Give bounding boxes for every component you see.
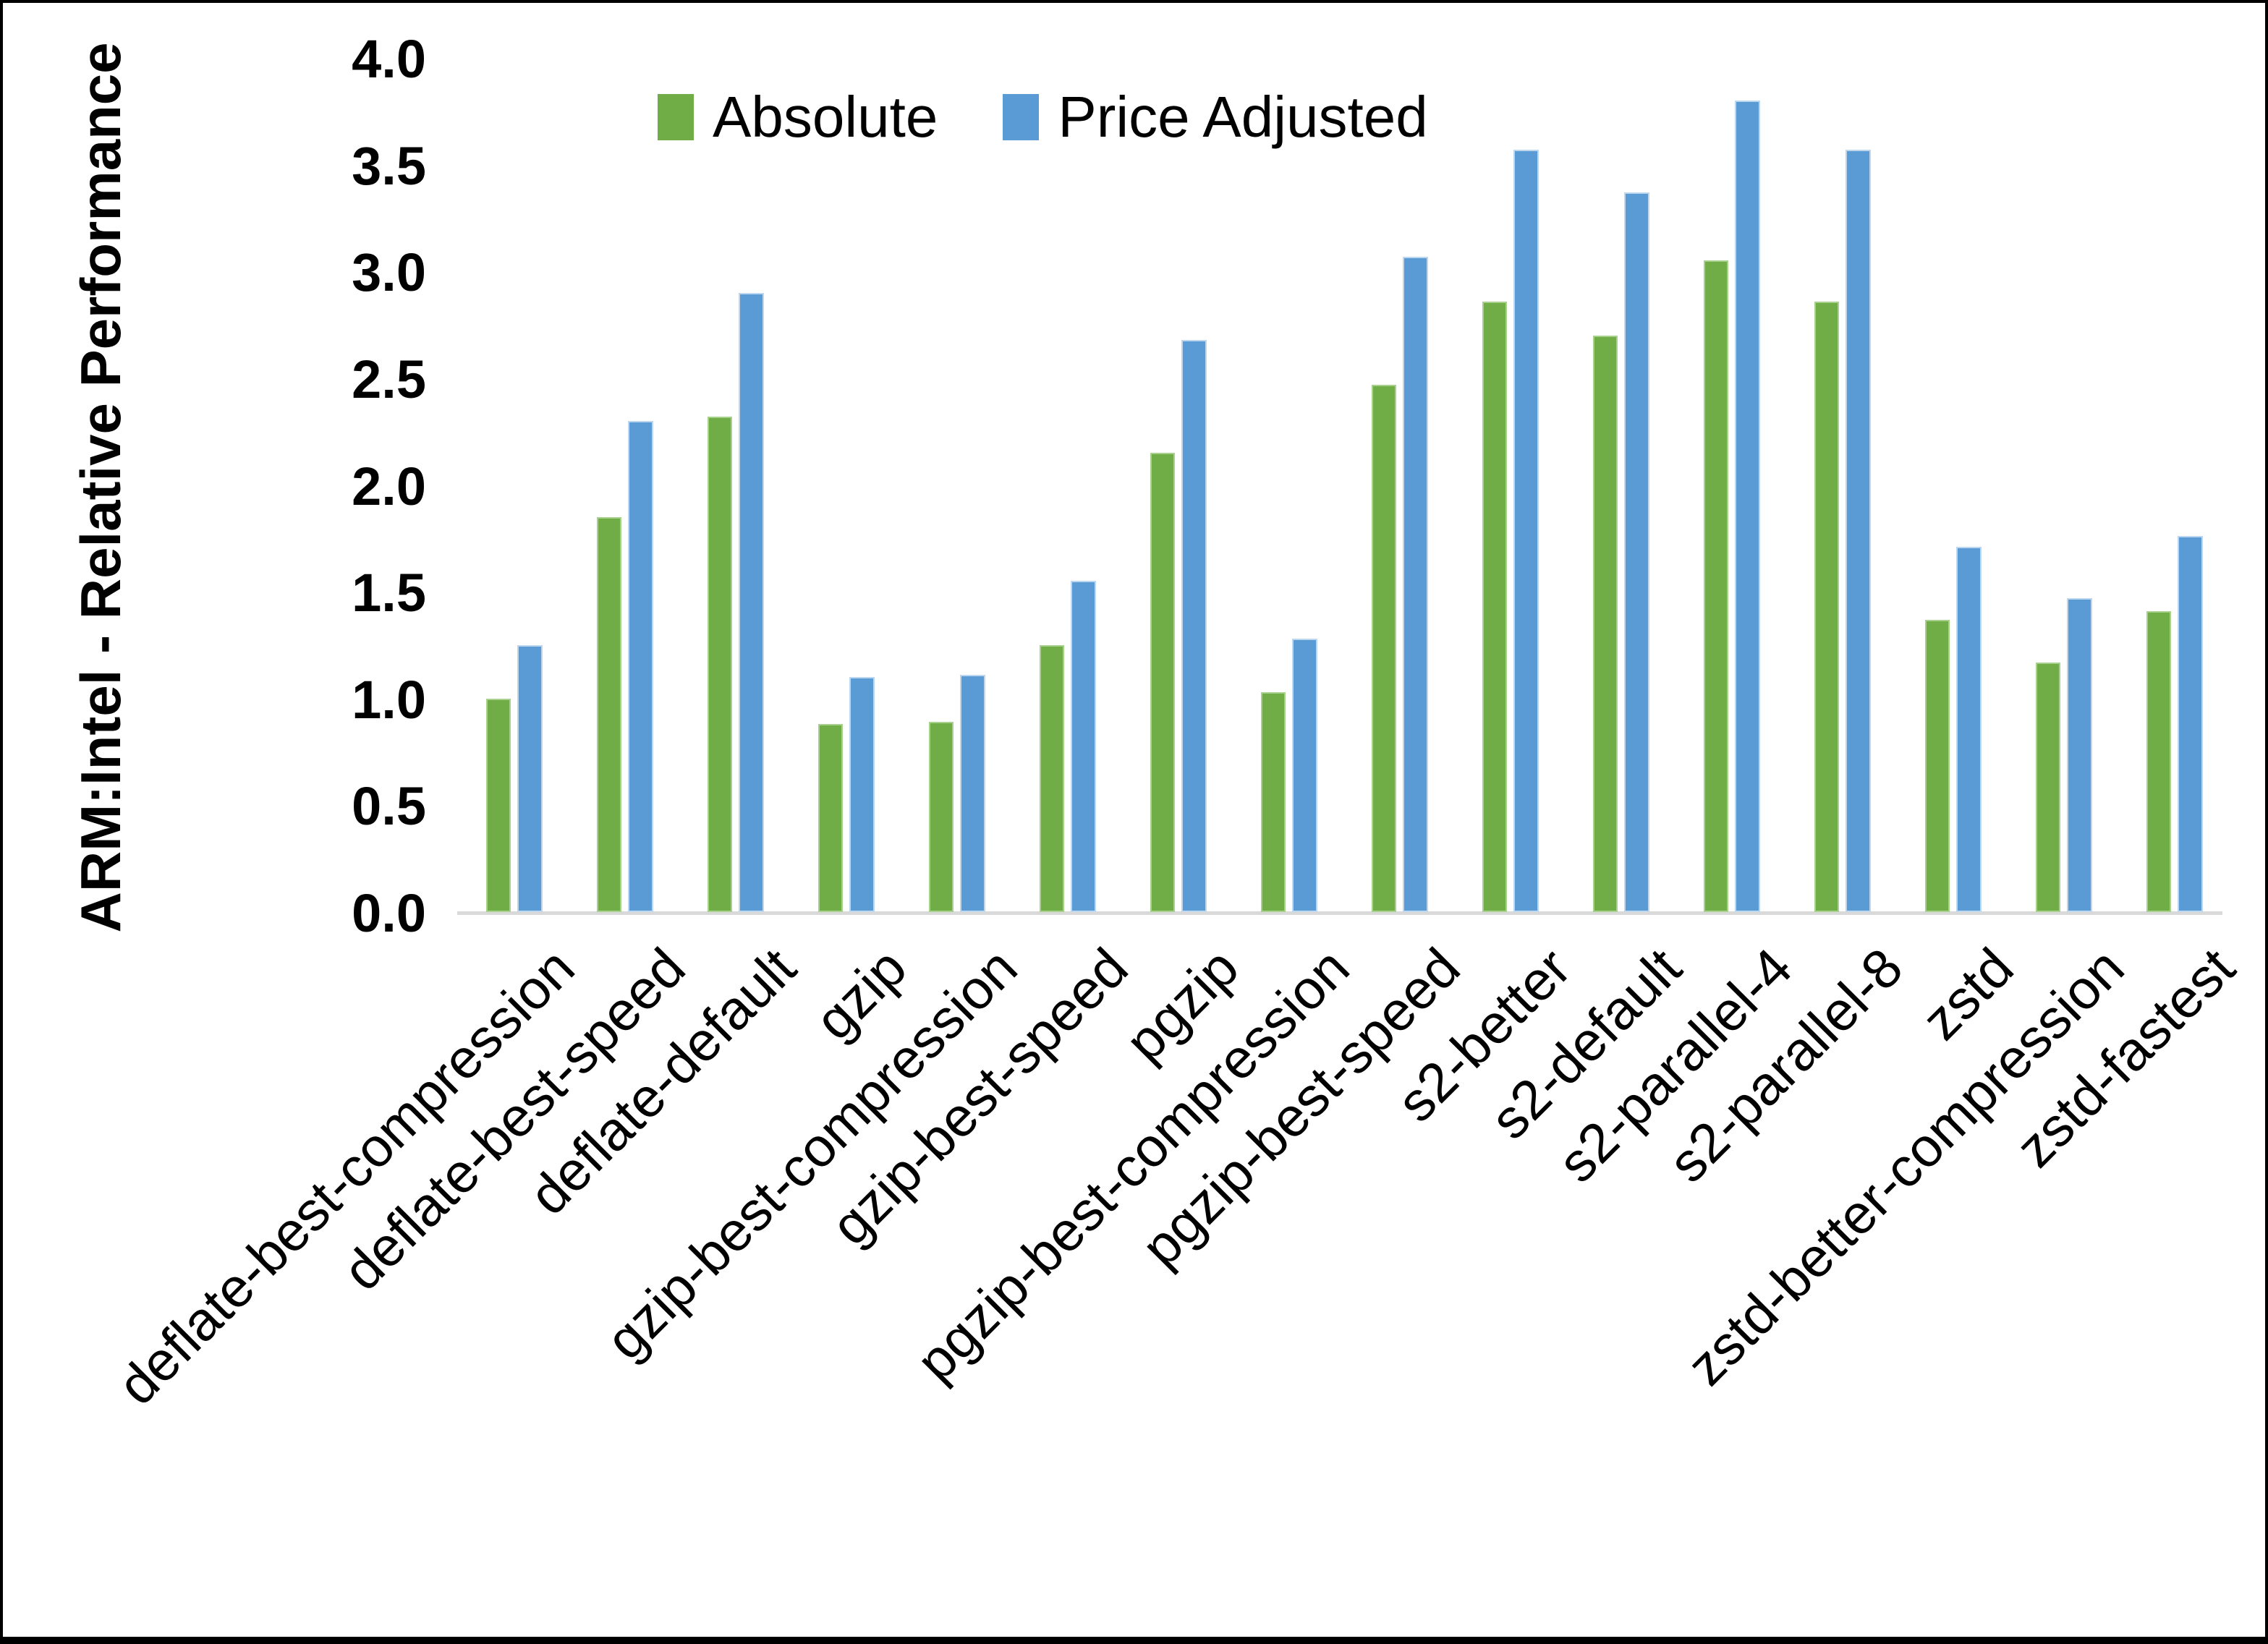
bar-price-adjusted-gzip bbox=[849, 677, 875, 912]
bar-price-adjusted-zstd bbox=[1956, 547, 1982, 912]
y-tick-label: 1.0 bbox=[352, 669, 426, 730]
y-tick-label: 4.0 bbox=[352, 29, 426, 89]
bar-price-adjusted-s2-default bbox=[1624, 192, 1649, 912]
y-axis-title: ARM:Intel - Relative Performance bbox=[69, 42, 132, 933]
legend-swatch-absolute bbox=[658, 94, 694, 140]
bar-price-adjusted-gzip-best-compression bbox=[960, 675, 985, 912]
bar-price-adjusted-deflate-default bbox=[739, 293, 764, 912]
legend-label-absolute: Absolute bbox=[713, 85, 938, 149]
bar-absolute-pgzip bbox=[1150, 453, 1175, 912]
bar-price-adjusted-pgzip-best-speed bbox=[1403, 257, 1428, 912]
y-tick-label: 3.0 bbox=[352, 242, 426, 303]
bar-absolute-s2-default bbox=[1593, 336, 1618, 912]
bar-absolute-gzip bbox=[818, 724, 843, 912]
bar-absolute-gzip-best-speed bbox=[1040, 645, 1064, 912]
bar-price-adjusted-s2-parallel-8 bbox=[1846, 150, 1871, 912]
bar-absolute-zstd bbox=[1925, 620, 1950, 912]
y-tick-label: 0.0 bbox=[352, 883, 426, 943]
y-tick-label: 1.5 bbox=[352, 563, 426, 623]
y-tick-label: 2.0 bbox=[352, 456, 426, 516]
legend-item-absolute: Absolute bbox=[658, 82, 938, 152]
bar-absolute-deflate-default bbox=[708, 417, 732, 912]
x-axis-line bbox=[457, 911, 2222, 915]
bar-absolute-zstd-better-compression bbox=[2036, 663, 2060, 912]
bar-price-adjusted-gzip-best-speed bbox=[1071, 581, 1096, 912]
bar-price-adjusted-zstd-fastest bbox=[2178, 536, 2203, 912]
bar-absolute-deflate-best-compression bbox=[486, 699, 511, 912]
bar-price-adjusted-s2-parallel-4 bbox=[1735, 101, 1760, 912]
y-tick-label: 0.5 bbox=[352, 776, 426, 837]
bar-price-adjusted-pgzip-best-compression bbox=[1292, 639, 1317, 912]
bar-absolute-gzip-best-compression bbox=[929, 722, 954, 912]
legend: Absolute Price Adjusted bbox=[658, 82, 1428, 152]
bar-price-adjusted-s2-better bbox=[1513, 150, 1539, 912]
bar-absolute-s2-parallel-4 bbox=[1704, 260, 1728, 912]
bar-price-adjusted-deflate-best-speed bbox=[628, 421, 653, 912]
y-tick-label: 3.5 bbox=[352, 135, 426, 196]
bar-absolute-pgzip-best-compression bbox=[1261, 692, 1286, 912]
legend-swatch-price-adjusted bbox=[1003, 94, 1040, 140]
legend-item-price-adjusted: Price Adjusted bbox=[1003, 82, 1428, 152]
legend-label-price-adjusted: Price Adjusted bbox=[1058, 85, 1428, 149]
bar-price-adjusted-pgzip bbox=[1181, 340, 1207, 912]
bar-absolute-deflate-best-speed bbox=[597, 517, 621, 912]
y-tick-label: 2.5 bbox=[352, 349, 426, 409]
bar-price-adjusted-zstd-better-compression bbox=[2067, 598, 2092, 912]
bar-price-adjusted-deflate-best-compression bbox=[517, 645, 543, 912]
bar-absolute-s2-better bbox=[1482, 302, 1507, 912]
plot-area: ARM:Intel - Relative Performance Absolut… bbox=[3, 3, 2265, 1637]
bar-absolute-s2-parallel-8 bbox=[1814, 302, 1839, 912]
bar-absolute-pgzip-best-speed bbox=[1372, 385, 1396, 912]
bar-absolute-zstd-fastest bbox=[2146, 611, 2171, 912]
